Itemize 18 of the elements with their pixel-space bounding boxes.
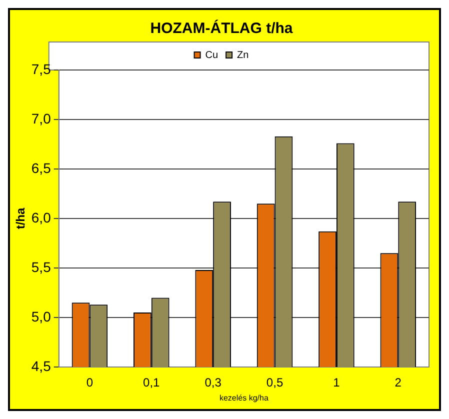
chart-title: HOZAM-ÁTLAG t/ha: [150, 19, 294, 38]
x-axis-title: kezelés kg/ha: [219, 393, 269, 402]
y-tick-label: 4,5: [31, 358, 52, 374]
y-tick-label: 6,0: [31, 209, 52, 226]
legend-label: Cu: [205, 50, 218, 61]
x-tick-label: 0,5: [266, 376, 284, 390]
y-tick-label: 7,5: [31, 60, 52, 77]
y-tick-label: 6,5: [31, 160, 52, 176]
y-tick-label: 7,0: [31, 110, 52, 126]
y-tick-label: 5,5: [31, 258, 52, 275]
y-axis-title: t/ha: [14, 208, 28, 230]
legend-label: Zn: [237, 50, 249, 61]
x-tick-label: 0: [86, 376, 94, 390]
x-tick-label: 1: [333, 376, 340, 390]
x-tick-label: 0,3: [204, 376, 222, 390]
x-tick-label: 2: [394, 376, 402, 390]
x-tick-label: 0,1: [143, 376, 160, 390]
y-tick-label: 5,0: [31, 308, 52, 324]
